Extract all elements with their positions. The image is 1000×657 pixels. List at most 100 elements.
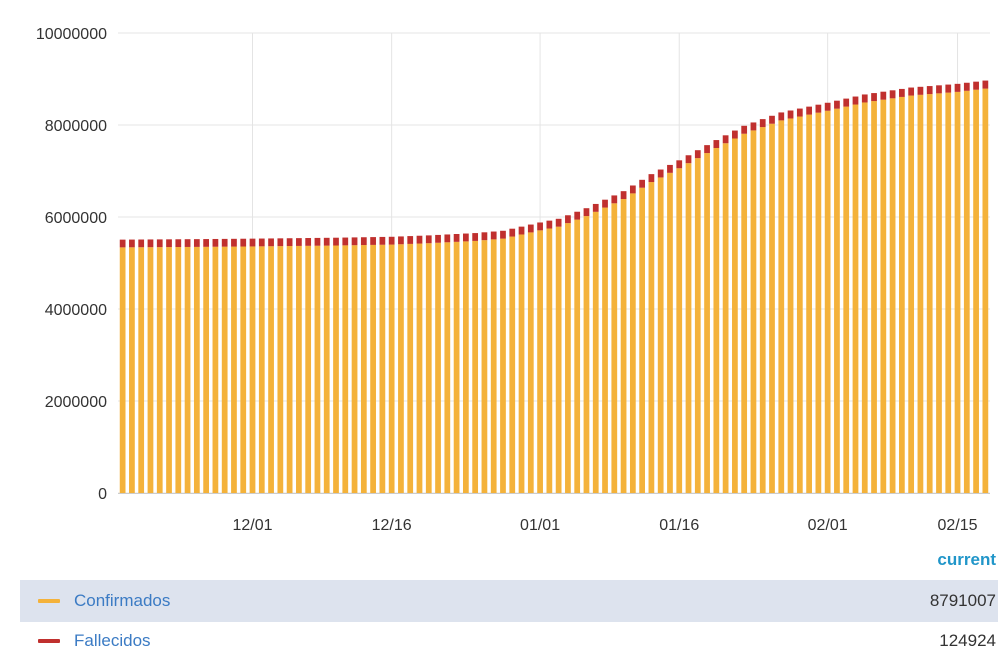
bar-fallecidos bbox=[258, 238, 265, 247]
bar-fallecidos bbox=[787, 110, 794, 119]
bar-fallecidos bbox=[898, 88, 905, 97]
bar-fallecidos bbox=[286, 238, 293, 247]
bar-fallecidos bbox=[917, 86, 924, 95]
bar-fallecidos bbox=[462, 233, 469, 242]
y-tick-label: 10000000 bbox=[36, 26, 107, 43]
bar-fallecidos bbox=[880, 91, 887, 100]
y-tick-label: 2000000 bbox=[45, 394, 107, 411]
bar-confirmados bbox=[611, 203, 618, 493]
bar-confirmados bbox=[184, 246, 191, 493]
bar-confirmados bbox=[444, 242, 451, 493]
bar-fallecidos bbox=[342, 237, 349, 246]
bar-fallecidos bbox=[166, 239, 172, 248]
bar-fallecidos bbox=[240, 238, 247, 247]
bar-confirmados bbox=[462, 241, 469, 493]
bar-confirmados bbox=[537, 230, 543, 493]
bar-confirmados bbox=[268, 246, 274, 493]
bar-fallecidos bbox=[769, 115, 775, 124]
bar-fallecidos bbox=[592, 203, 599, 212]
bar-fallecidos bbox=[750, 122, 757, 131]
bar-fallecidos bbox=[926, 86, 933, 95]
bar-fallecidos bbox=[602, 199, 608, 208]
legend-name[interactable]: Confirmados bbox=[74, 591, 171, 610]
bar-fallecidos bbox=[722, 135, 729, 144]
bar-fallecidos bbox=[908, 87, 915, 96]
bar-confirmados bbox=[249, 246, 256, 493]
y-axis: 0 2000000 4000000 6000000 8000000 10000000 bbox=[36, 26, 107, 503]
bar-confirmados bbox=[379, 244, 386, 493]
bar-confirmados bbox=[620, 199, 627, 493]
bar-fallecidos bbox=[778, 112, 785, 121]
bar-fallecidos bbox=[193, 239, 200, 247]
bar-fallecidos bbox=[435, 234, 441, 243]
bar-confirmados bbox=[138, 247, 145, 493]
bar-fallecidos bbox=[973, 81, 979, 90]
bar-fallecidos bbox=[555, 218, 562, 227]
bar-confirmados bbox=[926, 94, 933, 493]
legend-header: current bbox=[937, 550, 996, 569]
bar-fallecidos bbox=[732, 130, 738, 139]
bar-fallecidos bbox=[759, 119, 766, 128]
bar-confirmados bbox=[834, 108, 840, 494]
bar-confirmados bbox=[370, 244, 376, 493]
bar-fallecidos bbox=[834, 100, 840, 109]
legend-row-fallecidos[interactable]: Fallecidos 124924 bbox=[20, 625, 998, 657]
bar-fallecidos bbox=[138, 239, 145, 248]
bar-fallecidos bbox=[889, 90, 896, 99]
bar-fallecidos bbox=[963, 82, 970, 91]
bar-confirmados bbox=[806, 114, 812, 493]
bar-confirmados bbox=[296, 245, 302, 493]
bar-confirmados bbox=[314, 245, 321, 493]
bar-fallecidos bbox=[954, 83, 961, 92]
bar-confirmados bbox=[453, 241, 460, 493]
bar-confirmados bbox=[796, 116, 803, 493]
bar-fallecidos bbox=[565, 215, 571, 224]
bar-confirmados bbox=[565, 223, 571, 493]
bar-fallecidos bbox=[574, 211, 581, 220]
bar-fallecidos bbox=[824, 102, 831, 111]
bar-confirmados bbox=[815, 112, 822, 493]
bar-confirmados bbox=[500, 238, 506, 493]
bar-fallecidos bbox=[268, 238, 274, 247]
legend-swatch-fallecidos bbox=[38, 639, 60, 643]
bar-confirmados bbox=[175, 247, 182, 493]
bar-fallecidos bbox=[156, 239, 163, 248]
bar-confirmados bbox=[435, 242, 441, 493]
bar-confirmados bbox=[323, 245, 330, 493]
bar-fallecidos bbox=[379, 236, 386, 245]
bar-confirmados bbox=[889, 98, 896, 493]
bar-fallecidos bbox=[333, 237, 339, 246]
bar-fallecidos bbox=[351, 237, 358, 246]
bar-confirmados bbox=[973, 89, 979, 493]
bar-fallecidos bbox=[527, 224, 534, 233]
bar-fallecidos bbox=[546, 220, 553, 229]
bar-fallecidos bbox=[203, 239, 210, 247]
legend-name[interactable]: Fallecidos bbox=[74, 631, 151, 650]
bar-confirmados bbox=[917, 94, 924, 493]
y-tick-label: 8000000 bbox=[45, 118, 107, 135]
legend-row-confirmados[interactable]: Confirmados 8791007 bbox=[20, 580, 998, 622]
bar-fallecidos bbox=[212, 238, 219, 247]
bar-fallecidos bbox=[676, 160, 683, 169]
bar-confirmados bbox=[193, 246, 200, 493]
bar-fallecidos bbox=[936, 85, 942, 94]
bar-confirmados bbox=[147, 247, 154, 493]
bar-confirmados bbox=[713, 148, 720, 493]
bar-confirmados bbox=[945, 92, 952, 493]
bar-confirmados bbox=[759, 127, 766, 493]
bar-confirmados bbox=[481, 240, 488, 493]
y-tick-label: 0 bbox=[98, 486, 107, 503]
bar-confirmados bbox=[787, 118, 794, 493]
bar-fallecidos bbox=[509, 228, 516, 237]
bar-fallecidos bbox=[861, 94, 868, 103]
bar-confirmados bbox=[852, 104, 859, 493]
bar-confirmados bbox=[778, 120, 785, 494]
bar-fallecidos bbox=[583, 208, 590, 217]
bar-confirmados bbox=[685, 163, 692, 493]
bar-fallecidos bbox=[416, 235, 423, 244]
bar-fallecidos bbox=[537, 222, 543, 231]
bar-fallecidos bbox=[694, 150, 701, 159]
bar-confirmados bbox=[555, 226, 562, 493]
bar-confirmados bbox=[639, 187, 646, 494]
bar-fallecidos bbox=[119, 239, 126, 248]
